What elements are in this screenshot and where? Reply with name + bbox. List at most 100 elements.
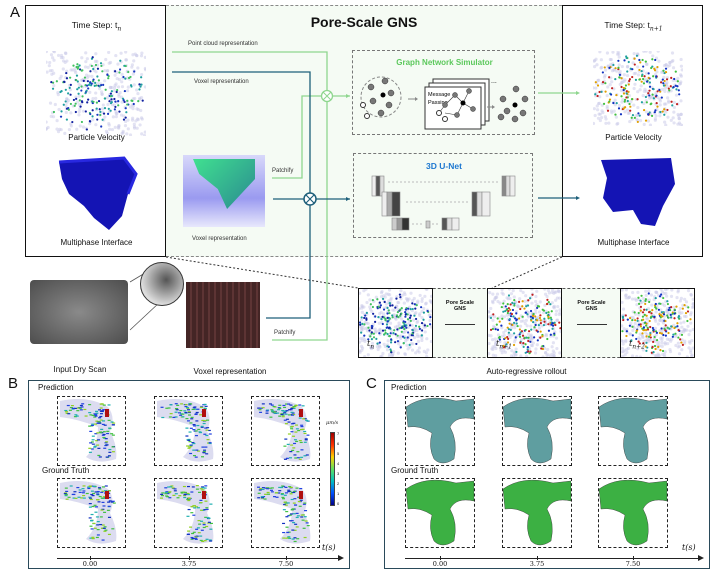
gns-diagram: Message Passing ... bbox=[360, 76, 529, 130]
rollout-frame: tn bbox=[357, 287, 434, 359]
time-step-label: Time Step: t bbox=[604, 20, 650, 30]
time-sub: n+1 bbox=[499, 343, 512, 351]
gns-box: Graph Network Simulator Message Passing … bbox=[352, 50, 535, 135]
rollout-time: tn bbox=[367, 339, 374, 351]
velocity-frame bbox=[57, 396, 126, 466]
time-t: t bbox=[367, 339, 371, 348]
time-sub: n bbox=[117, 25, 122, 33]
interface-frame bbox=[598, 478, 668, 548]
colorbar-tick: 4 bbox=[337, 461, 340, 466]
multiphase-interface-label: Multiphase Interface bbox=[60, 238, 133, 247]
gns-box-title: Graph Network Simulator bbox=[396, 58, 493, 67]
rollout-step: Pore Scale GNS bbox=[433, 300, 487, 325]
time-tick bbox=[537, 556, 538, 560]
panel-b-box bbox=[28, 380, 350, 569]
time-tick-label: 7.50 bbox=[278, 560, 294, 568]
panel-b-label: B bbox=[8, 375, 19, 392]
velocity-frame bbox=[251, 396, 320, 466]
step-label: Pore Scale bbox=[445, 300, 475, 306]
multiphase-interface-image bbox=[58, 156, 138, 230]
velocity-frame bbox=[154, 478, 223, 548]
colorbar-tick: 3 bbox=[337, 471, 340, 476]
panel-a-label: A bbox=[10, 4, 21, 21]
b-ground-truth-label: Ground Truth bbox=[42, 466, 90, 475]
rollout-step: Pore Scale GNS bbox=[563, 300, 620, 325]
colorbar bbox=[330, 432, 335, 506]
ellipsis: ... bbox=[491, 78, 497, 85]
interface-frame bbox=[598, 396, 668, 466]
time-tick bbox=[440, 556, 441, 560]
rollout-frame: tn+1 bbox=[487, 287, 563, 359]
colorbar-tick: 5 bbox=[337, 451, 340, 456]
time-tick bbox=[633, 556, 634, 560]
c-ground-truth-label: Ground Truth bbox=[391, 466, 439, 475]
colorbar-tick: 0 bbox=[337, 501, 340, 506]
velocity-frame bbox=[154, 396, 223, 466]
rollout-frame: tn+2 bbox=[620, 287, 696, 359]
time-step-label: Time Step: t bbox=[71, 20, 118, 30]
dry-scan-image bbox=[30, 280, 128, 344]
colorbar-unit: μm/s bbox=[326, 420, 339, 426]
input-timestep-box: Time Step: tn Particle Velocity Multipha… bbox=[25, 5, 166, 257]
dry-voxel-image bbox=[186, 282, 260, 348]
gns-title: Pore-Scale GNS bbox=[310, 14, 418, 30]
unet-diagram bbox=[371, 175, 516, 231]
time-tick-label: 0.00 bbox=[432, 560, 448, 568]
time-tick-label: 0.00 bbox=[82, 560, 98, 568]
step-label: GNS bbox=[454, 306, 466, 312]
time-axis bbox=[405, 558, 700, 559]
bottom-patchify-label: Patchify bbox=[274, 330, 296, 336]
multiphase-interface-image bbox=[601, 158, 675, 226]
dry-voxel-label: Voxel representation bbox=[193, 367, 267, 376]
time-tick bbox=[189, 556, 190, 560]
colorbar-tick: 7 bbox=[337, 431, 340, 436]
time-sub: n+1 bbox=[649, 25, 663, 33]
time-t: t bbox=[496, 339, 500, 348]
dry-scan-label: Input Dry Scan bbox=[53, 365, 107, 374]
particle-velocity-cloud bbox=[46, 51, 146, 136]
voxel-image-label: Voxel representation bbox=[192, 236, 247, 242]
time-axis-arrow bbox=[698, 555, 704, 561]
velocity-frame bbox=[57, 478, 126, 548]
rollout-cloud bbox=[487, 287, 563, 359]
time-axis-arrow bbox=[338, 555, 344, 561]
time-axis bbox=[57, 558, 340, 559]
step-label: GNS bbox=[585, 306, 598, 312]
message-text: Message bbox=[428, 92, 450, 98]
rollout-time: tn+2 bbox=[629, 339, 645, 351]
panel-c-label: C bbox=[366, 375, 377, 392]
time-tick-label: 3.75 bbox=[529, 560, 545, 568]
output-timestep-box: Time Step: tn+1 Particle Velocity Multip… bbox=[562, 5, 703, 257]
velocity-frame bbox=[251, 478, 320, 548]
time-axis-label: t(s) bbox=[682, 543, 696, 552]
particle-velocity-label: Particle Velocity bbox=[605, 133, 662, 142]
interface-frame bbox=[502, 478, 572, 548]
time-tick bbox=[286, 556, 287, 560]
rollout-time: tn+1 bbox=[496, 339, 512, 351]
unet-box: 3D U-Net bbox=[353, 153, 533, 238]
particle-velocity-label: Particle Velocity bbox=[68, 133, 125, 142]
time-t: t bbox=[629, 339, 633, 348]
c-prediction-label: Prediction bbox=[391, 383, 427, 392]
voxel-label: Voxel representation bbox=[194, 79, 249, 85]
interface-frame bbox=[405, 396, 475, 466]
interface-frame bbox=[502, 396, 572, 466]
colorbar-tick: 6 bbox=[337, 441, 340, 446]
step-arrow bbox=[445, 324, 475, 325]
particle-velocity-cloud bbox=[593, 51, 683, 126]
b-prediction-label: Prediction bbox=[38, 383, 74, 392]
voxel-image bbox=[183, 155, 265, 227]
dry-scan-zoom-circle bbox=[140, 262, 184, 306]
time-sub: n+2 bbox=[632, 343, 645, 351]
time-tick-label: 3.75 bbox=[181, 560, 197, 568]
patchify-label: Patchify bbox=[272, 168, 294, 174]
passing-text: Passing bbox=[428, 100, 448, 106]
rollout-label: Auto-regressive rollout bbox=[486, 367, 567, 376]
interface-frame bbox=[405, 478, 475, 548]
step-arrow bbox=[576, 324, 607, 325]
time-tick bbox=[90, 556, 91, 560]
multiphase-interface-label: Multiphase Interface bbox=[597, 238, 670, 247]
time-tick-label: 7.50 bbox=[625, 560, 641, 568]
colorbar-tick: 2 bbox=[337, 481, 340, 486]
